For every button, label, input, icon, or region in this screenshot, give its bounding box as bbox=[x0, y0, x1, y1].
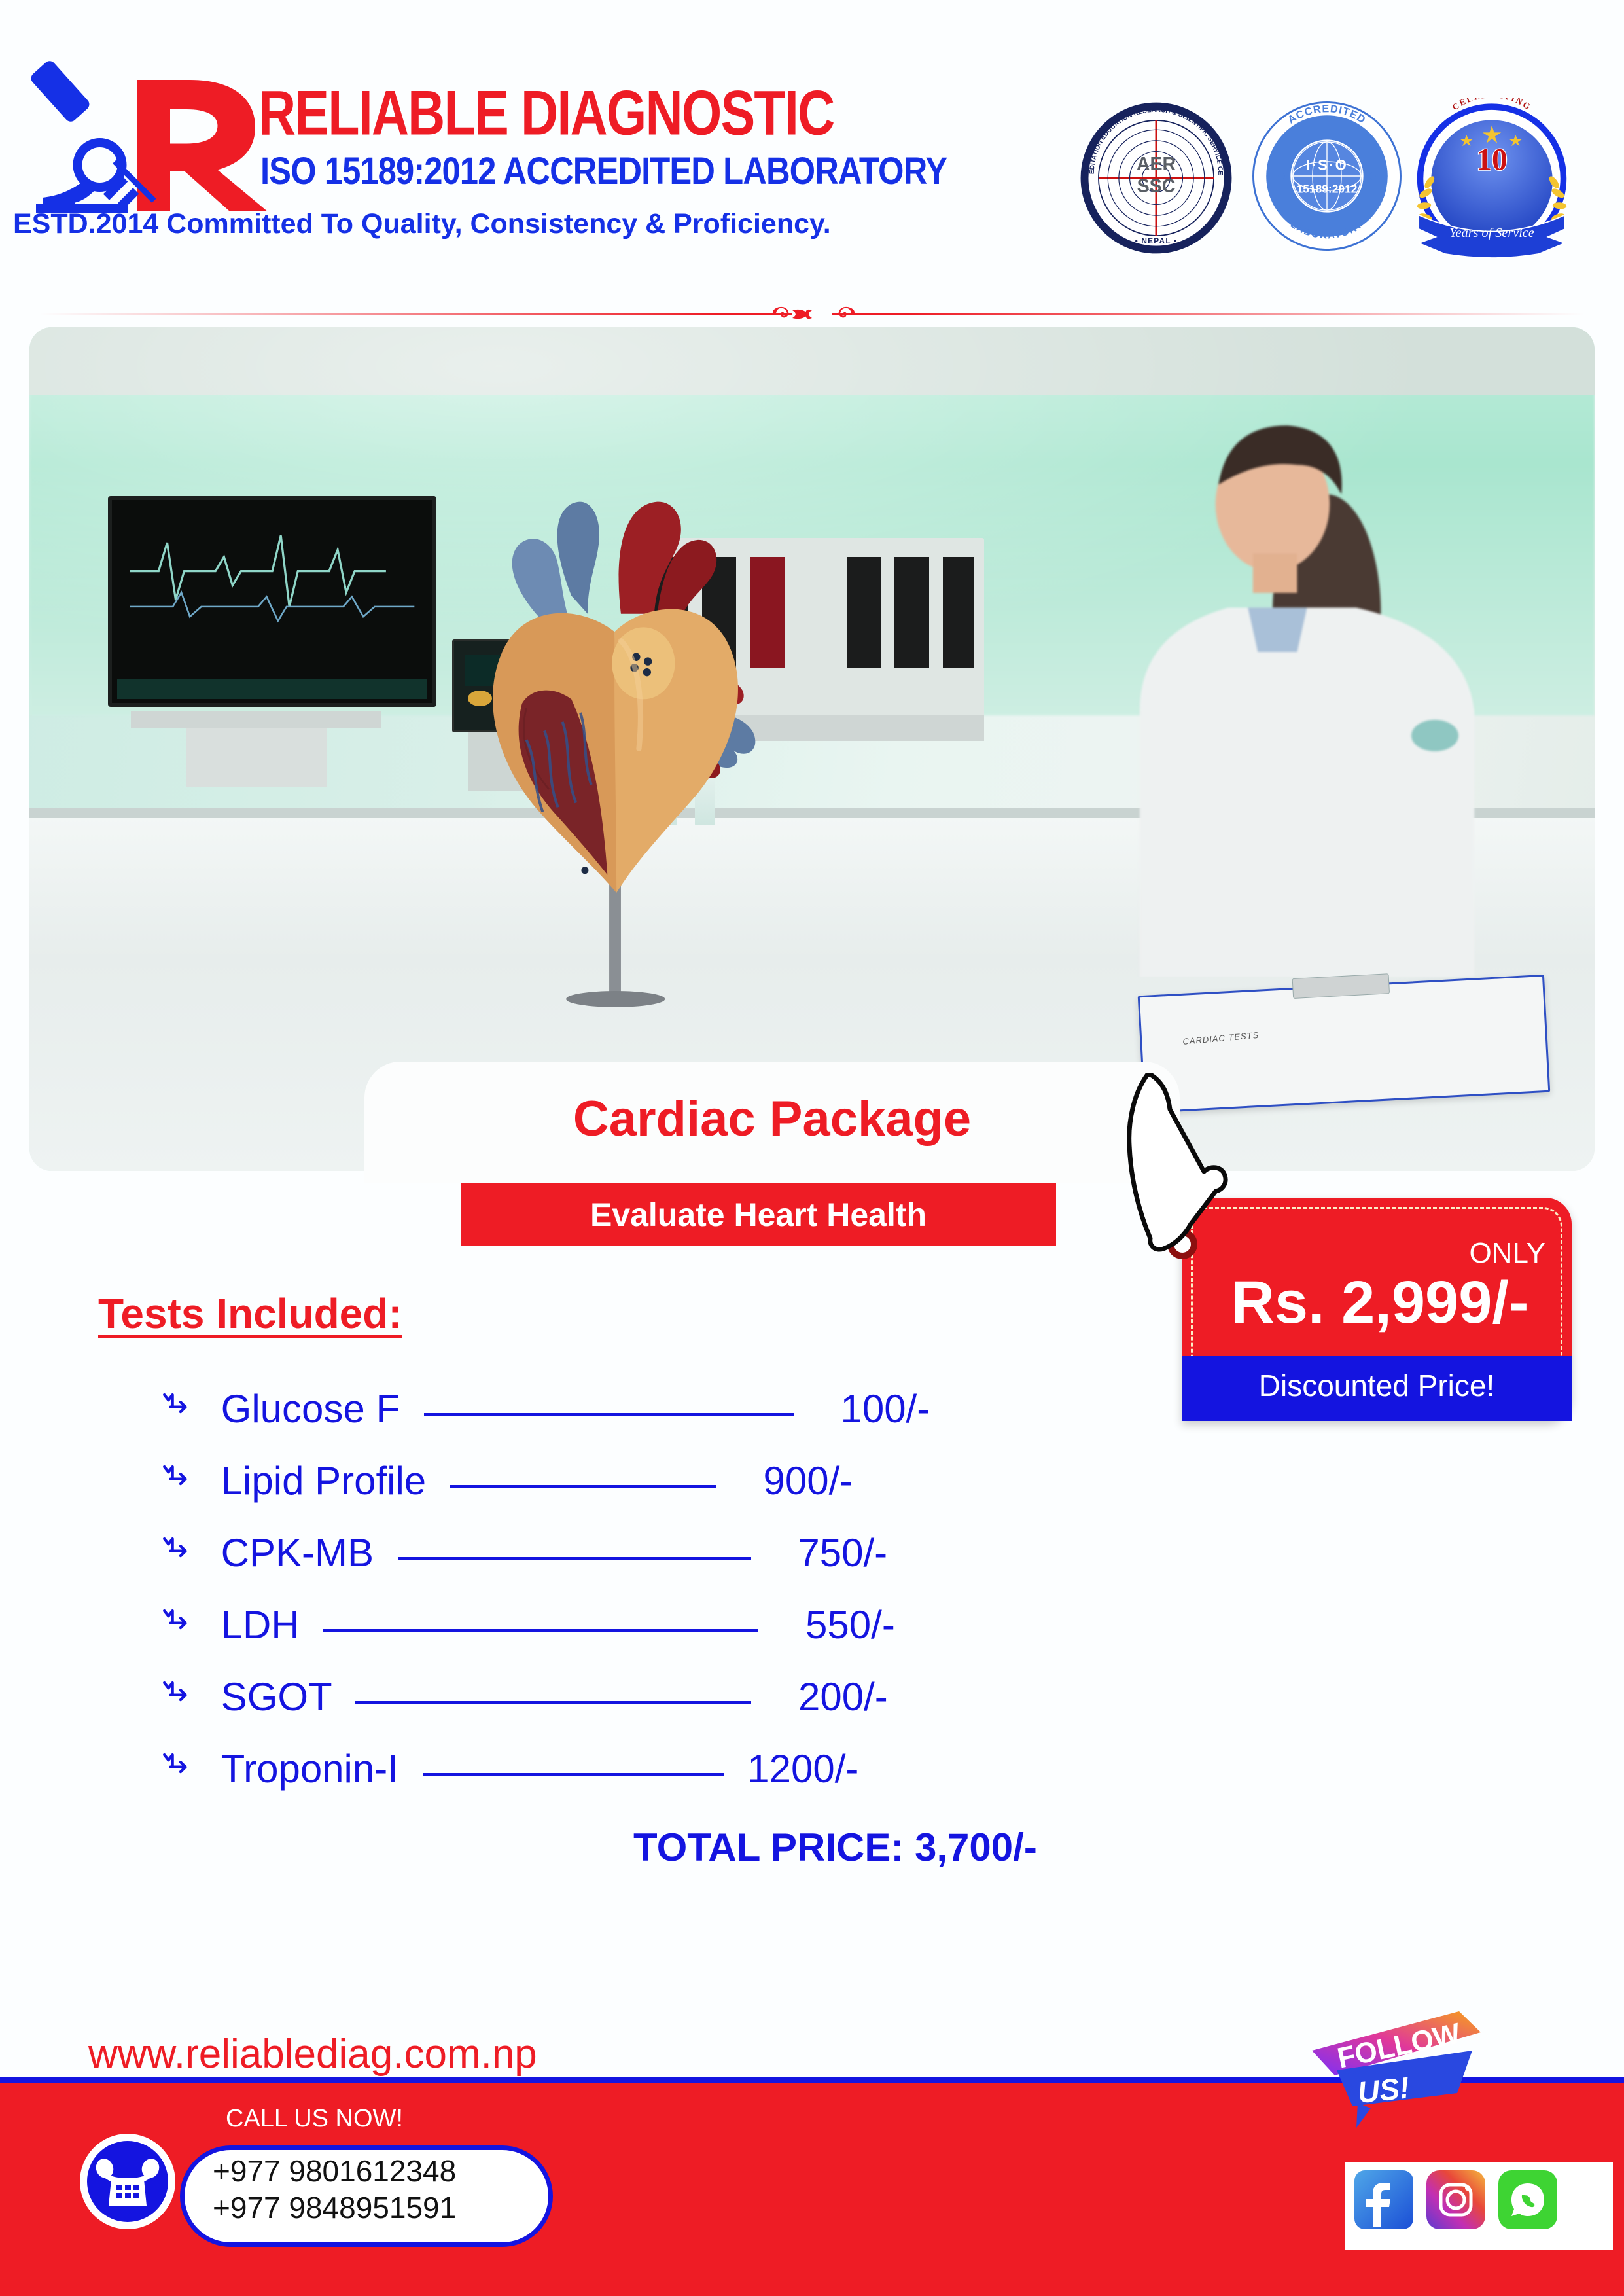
svg-text:US!: US! bbox=[1356, 2070, 1411, 2109]
svg-text:Years of Service: Years of Service bbox=[1449, 226, 1534, 240]
svg-text:AER: AER bbox=[1137, 154, 1176, 175]
svg-text:• NEPAL •: • NEPAL • bbox=[1135, 236, 1178, 245]
svg-text:I·S·O: I·S·O bbox=[1306, 157, 1348, 173]
svg-text:10: 10 bbox=[1476, 143, 1508, 177]
svg-text:SSC: SSC bbox=[1137, 175, 1176, 196]
svg-text:15189:2012: 15189:2012 bbox=[1297, 183, 1358, 196]
